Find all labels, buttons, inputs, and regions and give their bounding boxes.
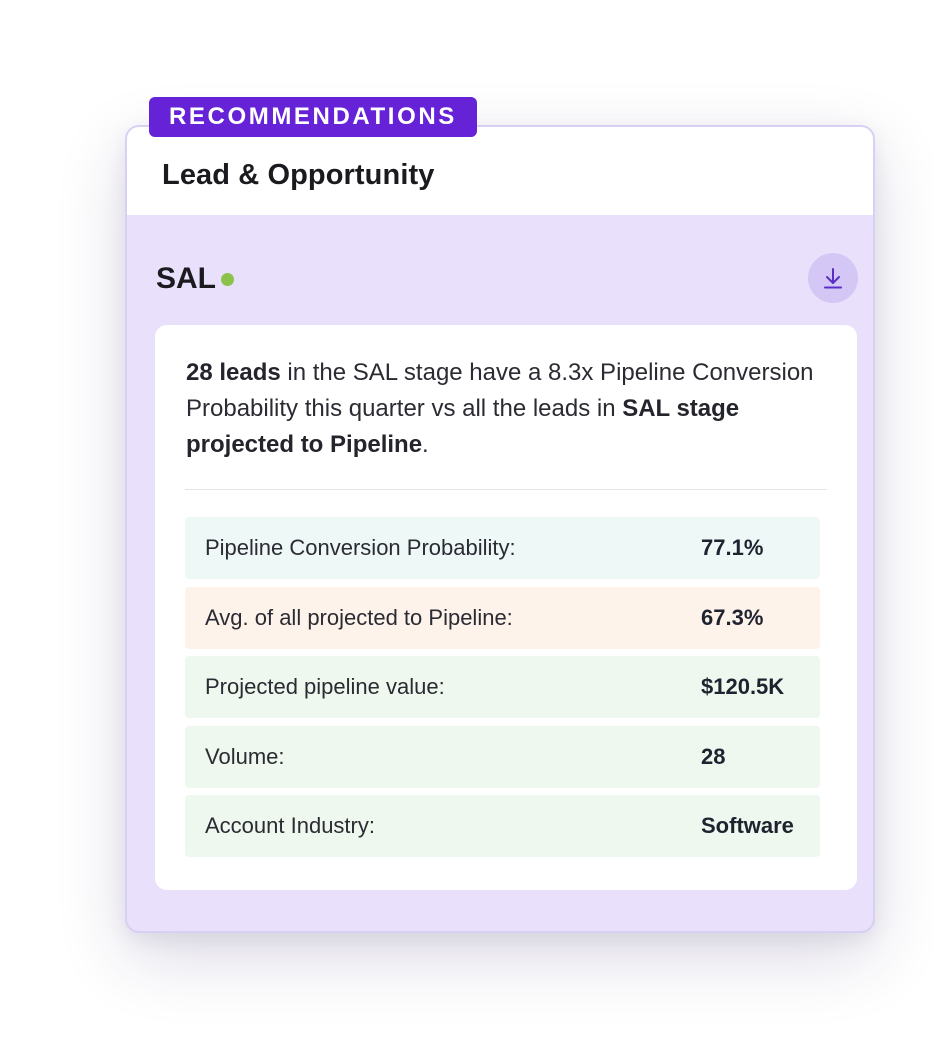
metric-row: Account Industry: Software xyxy=(185,795,820,857)
metric-value: 28 xyxy=(701,743,726,769)
download-button[interactable] xyxy=(808,253,858,303)
metric-value: Software xyxy=(701,813,794,838)
metric-label: Volume: xyxy=(205,743,285,769)
metrics-list: Pipeline Conversion Probability: 77.1% A… xyxy=(185,517,820,865)
metric-value: 67.3% xyxy=(701,604,764,630)
card-header: Lead & Opportunity xyxy=(127,127,873,215)
metric-label: Projected pipeline value: xyxy=(205,674,445,699)
metric-row: Avg. of all projected to Pipeline: 67.3% xyxy=(185,586,820,649)
metric-row: Projected pipeline value: $120.5K xyxy=(185,656,820,718)
status-dot-icon xyxy=(221,273,234,286)
metric-row: Pipeline Conversion Probability: 77.1% xyxy=(185,517,820,579)
recommendations-badge: RECOMMENDATIONS xyxy=(149,97,477,137)
description-emphasis: SAL stage projected to Pipeline xyxy=(186,395,740,458)
section-title: SAL xyxy=(156,262,216,295)
insight-description: 28 leads in the SAL stage have a 8.3x Pi… xyxy=(186,355,826,463)
metric-value: 77.1% xyxy=(701,535,764,560)
insight-panel: 28 leads in the SAL stage have a 8.3x Pi… xyxy=(155,325,857,890)
metric-label: Pipeline Conversion Probability: xyxy=(205,535,516,560)
recommendation-card: Lead & Opportunity SAL 28 leads in the S… xyxy=(125,125,875,933)
metric-label: Avg. of all projected to Pipeline: xyxy=(205,604,513,630)
lead-count: 28 leads xyxy=(186,359,281,386)
metric-value: $120.5K xyxy=(701,674,785,699)
description-text: in the SAL stage have a 8.3x Pipeline Co… xyxy=(186,359,814,422)
divider xyxy=(185,489,827,490)
metric-row: Volume: 28 xyxy=(185,725,820,788)
section-header: SAL xyxy=(127,215,873,325)
card-title: Lead & Opportunity xyxy=(162,159,435,191)
description-end: . xyxy=(422,431,429,458)
metric-label: Account Industry: xyxy=(205,813,375,838)
download-icon xyxy=(824,268,842,289)
